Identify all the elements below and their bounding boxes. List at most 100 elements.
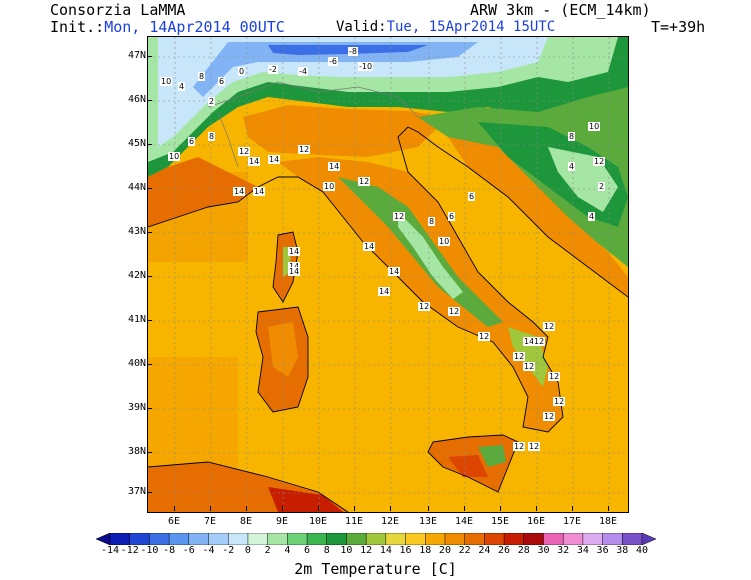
lon-tick — [500, 506, 501, 511]
contour-label: 14 — [233, 187, 246, 196]
colorbar-level-label: 22 — [458, 545, 471, 556]
lat-tick — [147, 100, 152, 101]
colorbar-level-label: 28 — [517, 545, 530, 556]
colorbar-title: 2m Temperature [C] — [294, 560, 457, 578]
lon-label: 15E — [490, 516, 510, 527]
colorbar-swatch — [346, 533, 367, 545]
graticule — [148, 37, 628, 512]
contour-label: 2 — [598, 182, 606, 191]
colorbar-level-label: 0 — [244, 545, 251, 556]
colorbar-swatch — [562, 533, 584, 545]
colorbar-swatch — [444, 533, 466, 545]
colorbar-swatch — [287, 533, 308, 545]
etna-area — [478, 445, 506, 467]
colorbar-swatch — [306, 533, 328, 545]
lat-tick — [147, 144, 152, 145]
lon-label: 9E — [275, 516, 289, 527]
contour-label: -6 — [328, 57, 338, 66]
contour-label: 8 — [428, 217, 436, 226]
lon-tick — [174, 506, 175, 511]
contour-label: 14 — [523, 337, 536, 346]
map-drawing — [148, 37, 628, 512]
contour-label: 12 — [543, 322, 556, 331]
contour-label: 14 — [363, 242, 376, 251]
lat-label: 45N — [127, 138, 146, 149]
contour-label: 4 — [588, 212, 596, 221]
contour-label: 12 — [593, 157, 606, 166]
lon-label: 6E — [167, 516, 181, 527]
colorbar-swatch — [326, 533, 348, 545]
contour-label: 12 — [298, 145, 311, 154]
colorbar-swatch — [365, 533, 387, 545]
temperature-map: 10 4 8 6 2 0 -2 -4 -6 -8 -10 12 14 8 6 10 14 12 14 12 10 14 14… — [147, 36, 629, 513]
colorbar-level-label: -8 — [163, 545, 176, 556]
colorbar-level-label: 6 — [304, 545, 311, 556]
apennines-high-area — [398, 212, 463, 299]
colorbar-swatch — [464, 533, 486, 545]
lat-label: 46N — [127, 94, 146, 105]
colorbar-level-label: 8 — [323, 545, 330, 556]
lon-label: 14E — [454, 516, 474, 527]
colorbar-swatch — [641, 533, 656, 545]
lon-tick — [608, 506, 609, 511]
model-title: ARW 3km - (ECM_14km) — [470, 1, 651, 19]
colorbar-swatch — [149, 533, 170, 545]
init-time: Init.:Mon, 14Apr2014 00UTC — [50, 19, 285, 35]
colorbar-level-label: 40 — [635, 545, 649, 556]
lat-label: 44N — [127, 182, 146, 193]
contour-label: 10 — [438, 237, 451, 246]
contour-label: 6 — [218, 77, 226, 86]
lon-label: 17E — [562, 516, 582, 527]
colorbar-level-label: 16 — [399, 545, 412, 556]
colorbar-level-label: -12 — [120, 545, 139, 556]
contour-label: 2 — [208, 97, 216, 106]
lon-tick — [536, 506, 537, 511]
colorbar-swatch — [602, 533, 624, 545]
colorbar-level-label: -10 — [140, 545, 159, 556]
contour-label: 10 — [588, 122, 601, 131]
contour-label: 12 — [553, 397, 566, 406]
colorbar-swatch — [543, 533, 564, 545]
contour-label: 14 — [288, 267, 301, 276]
contour-label: 8 — [198, 72, 206, 81]
colorbar-level-label: -4 — [202, 545, 215, 556]
contour-label: 6 — [468, 192, 476, 201]
france-coast-area — [148, 157, 258, 227]
tunisia-hot-area — [268, 487, 343, 512]
contour-label: 12 — [533, 337, 546, 346]
valid-label: Valid: — [336, 19, 387, 35]
contour-label: 12 — [418, 302, 431, 311]
contour-label: 6 — [448, 212, 456, 221]
colorbar-swatch — [129, 533, 151, 545]
sicily-hot-area — [448, 455, 488, 477]
contour-label: 12 — [478, 332, 491, 341]
colorbar-level-label: 38 — [616, 545, 629, 556]
lat-tick — [147, 408, 152, 409]
colorbar-swatch — [227, 533, 249, 545]
lat-tick — [147, 452, 152, 453]
colorbar-level-label: 20 — [438, 545, 451, 556]
contour-label: 14 — [288, 247, 301, 256]
contour-label: 12 — [448, 307, 461, 316]
contour-label: 12 — [513, 442, 526, 451]
contour-label: 12 — [543, 412, 556, 421]
colorbar-swatch — [168, 533, 190, 545]
contour-label: 14 — [378, 287, 391, 296]
contour-label: 12 — [238, 147, 251, 156]
contour-label: 8 — [568, 132, 576, 141]
contour-label: 12 — [358, 177, 371, 186]
lon-label: 7E — [203, 516, 217, 527]
colorbar-level-label: 18 — [419, 545, 432, 556]
contour-label: 10 — [160, 77, 173, 86]
init-label: Init.: — [50, 18, 105, 36]
lat-tick — [147, 364, 152, 365]
contour-label: 12 — [548, 372, 561, 381]
lat-tick — [147, 276, 152, 277]
colorbar-level-label: 32 — [557, 545, 570, 556]
colorbar-level-label: 4 — [284, 545, 291, 556]
contour-label: 4 — [178, 82, 186, 91]
colorbar-level-label: -6 — [182, 545, 195, 556]
colorbar-swatch — [405, 533, 427, 545]
colorbar-swatch — [96, 533, 111, 545]
contour-label: 12 — [528, 442, 541, 451]
